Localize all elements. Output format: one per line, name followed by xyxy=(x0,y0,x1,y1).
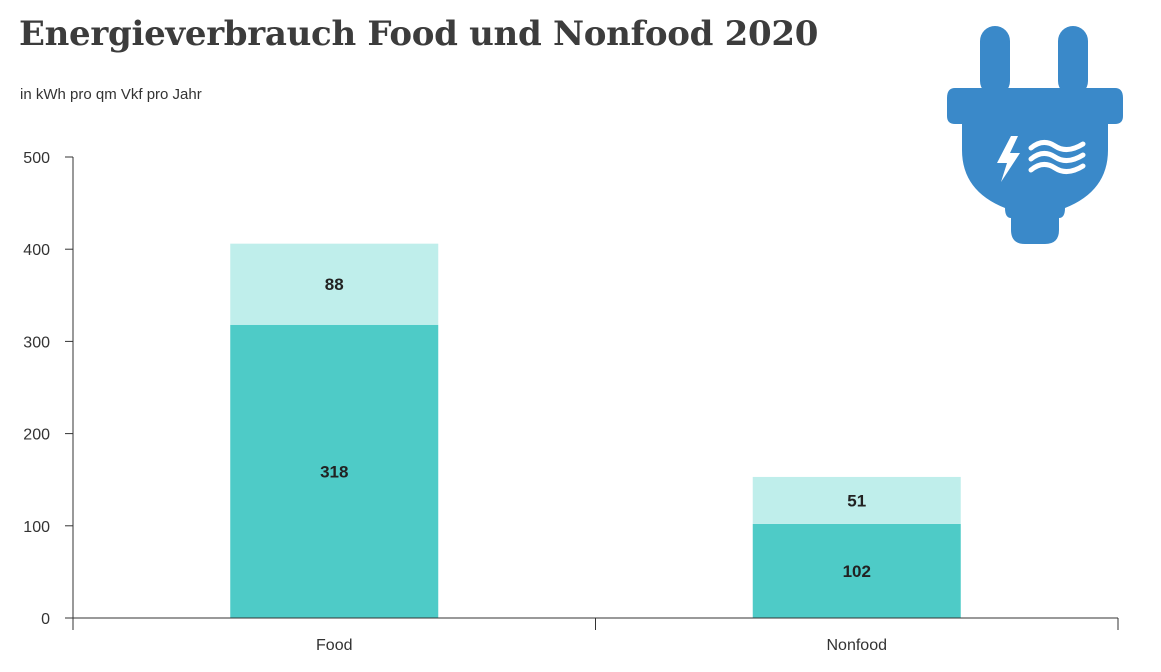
bar-nonfood-segment-2 xyxy=(752,476,961,524)
y-tick-label-200: 200 xyxy=(23,427,50,444)
data-label-nonfood-1: 102 xyxy=(843,562,871,581)
x-tick-label-nonfood: Nonfood xyxy=(827,637,888,654)
x-tick-label-food: Food xyxy=(316,637,352,654)
chart-title: Energieverbrauch Food und Nonfood 2020 xyxy=(19,14,819,54)
y-tick-label-300: 300 xyxy=(23,334,50,351)
y-tick-label-400: 400 xyxy=(23,242,50,259)
bar-food-segment-1 xyxy=(230,324,439,618)
y-tick-label-0: 0 xyxy=(41,611,50,628)
data-label-food-2: 88 xyxy=(325,275,344,294)
bars-layer xyxy=(230,243,961,618)
chart-subtitle: in kWh pro qm Vkf pro Jahr xyxy=(20,86,202,103)
power-plug-icon xyxy=(947,26,1123,244)
bar-nonfood-segment-1 xyxy=(752,523,961,618)
y-tick-label-500: 500 xyxy=(23,150,50,167)
bar-food-segment-2 xyxy=(230,243,439,325)
data-label-food-1: 318 xyxy=(320,462,348,481)
y-tick-label-100: 100 xyxy=(23,519,50,536)
axes-layer xyxy=(65,156,1119,630)
data-label-nonfood-2: 51 xyxy=(847,491,866,510)
labels-layer: 318 88 Food 102 51 Nonfood 0 100 200 300 400 500 xyxy=(23,150,887,654)
